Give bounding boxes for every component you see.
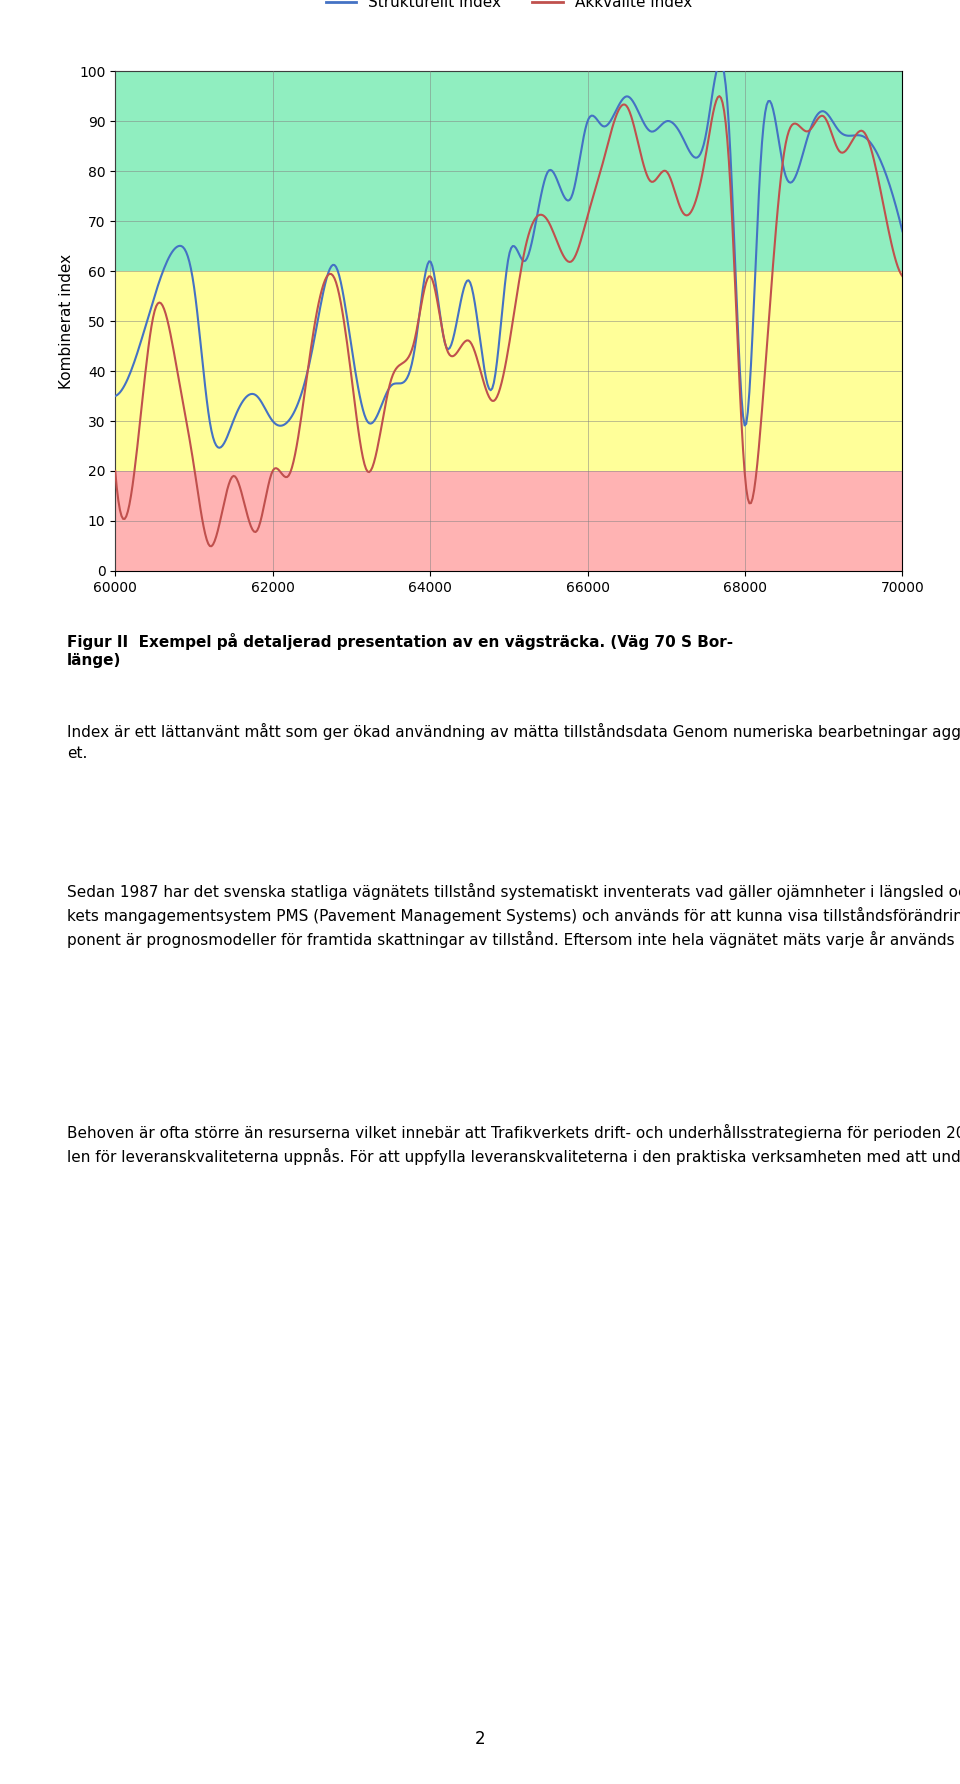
Bar [115,471,902,571]
Legend: Strukturellt index, Åkkvalite index: Strukturellt index, Åkkvalite index [320,0,698,16]
Y-axis label: Kombinerat index: Kombinerat index [59,253,74,389]
Text: Behoven är ofta större än resurserna vilket innebär att Trafikverkets drift- och: Behoven är ofta större än resurserna vil… [67,1124,960,1165]
Text: Figur II  Exempel på detaljerad presentation av en vägsträcka. (Väg 70 S Bor-
lä: Figur II Exempel på detaljerad presentat… [67,633,733,667]
Text: 2: 2 [474,1730,486,1748]
Bar [115,271,902,471]
Text: Sedan 1987 har det svenska statliga vägnätets tillstånd systematiskt inventerats: Sedan 1987 har det svenska statliga vägn… [67,883,960,947]
Bar [115,71,902,271]
Text: Index är ett lättanvänt mått som ger ökad användning av mätta tillståndsdata Gen: Index är ett lättanvänt mått som ger öka… [67,723,960,760]
